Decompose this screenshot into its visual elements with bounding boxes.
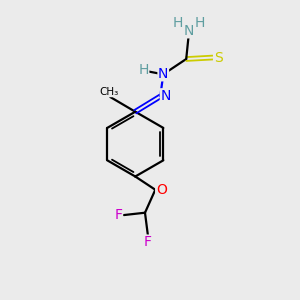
Text: N: N (160, 89, 171, 103)
Text: CH₃: CH₃ (99, 87, 119, 97)
Text: F: F (144, 235, 152, 249)
Text: S: S (214, 50, 222, 64)
Text: N: N (158, 67, 168, 81)
Text: F: F (115, 208, 122, 222)
Text: H: H (138, 63, 149, 77)
Text: H: H (195, 16, 205, 30)
Text: H: H (172, 16, 183, 30)
Text: N: N (183, 24, 194, 38)
Text: O: O (156, 183, 167, 197)
